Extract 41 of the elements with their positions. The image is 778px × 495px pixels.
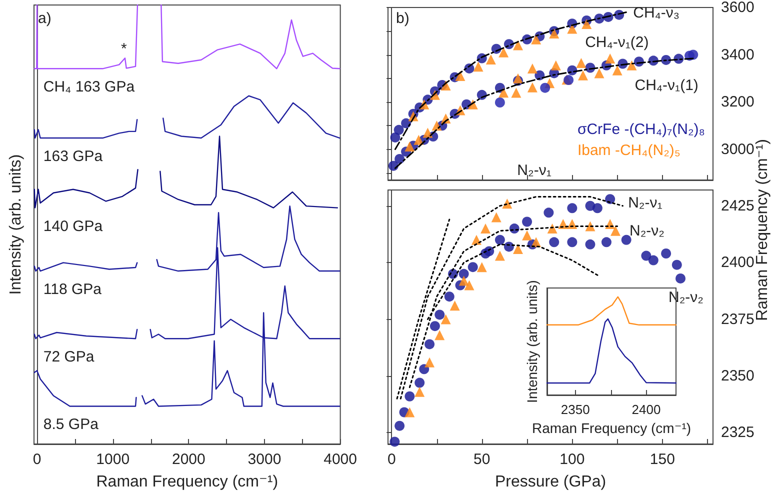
y-axis-title: Intensity (arb. units) bbox=[524, 280, 540, 403]
y-tick-label: 2425 bbox=[721, 197, 754, 214]
x-tick-label: 0 bbox=[32, 451, 42, 468]
y-tick-label: 3000 bbox=[721, 140, 754, 158]
y-tick-label: 2325 bbox=[721, 424, 754, 442]
x-tick-label: 1000 bbox=[96, 451, 130, 468]
x-tick-label: 100 bbox=[560, 451, 585, 468]
y-tick-label: 2375 bbox=[721, 310, 754, 328]
annotation: * bbox=[120, 40, 127, 58]
series-label: 8.5 GPa bbox=[43, 416, 100, 434]
series-label: 72 GPa bbox=[43, 348, 95, 366]
x-axis-title: Raman Frequency (cm⁻¹) bbox=[532, 420, 692, 436]
x-axis-title: Pressure (GPa) bbox=[494, 474, 606, 490]
annotation: N₂-ν₁ bbox=[628, 194, 662, 212]
series-label: CH₄ 163 GPa bbox=[43, 78, 136, 96]
y-axis-title: Raman Frequency (cm⁻¹) bbox=[754, 139, 772, 321]
annotation: a) bbox=[38, 10, 52, 27]
y-tick-label: 2400 bbox=[721, 254, 754, 272]
y-tick-label: 3400 bbox=[721, 46, 754, 64]
y-tick-label: 3600 bbox=[721, 0, 754, 16]
annotation: N₂-ν₁ bbox=[517, 162, 552, 180]
annotation: CH₄-ν₃ bbox=[633, 4, 680, 22]
series-label: 140 GPa bbox=[43, 218, 104, 235]
series-label: 118 GPa bbox=[43, 281, 102, 298]
x-tick-label: 50 bbox=[474, 451, 490, 468]
x-tick-label: 3000 bbox=[248, 451, 282, 468]
x-axis-title: Raman Frequency (cm⁻¹) bbox=[96, 474, 278, 490]
x-tick-label: 150 bbox=[650, 451, 675, 468]
annotation: CH₄-ν₁(2) bbox=[585, 34, 649, 52]
annotation: N₂-ν₂ bbox=[630, 222, 665, 240]
series-label: 163 GPa bbox=[43, 148, 104, 166]
y-tick-label: 2350 bbox=[721, 367, 754, 384]
x-tick-label: 4000 bbox=[324, 451, 358, 468]
text: Ibam -CH₄(N₂)₅ bbox=[577, 142, 680, 159]
y-tick-label: 3200 bbox=[721, 94, 754, 111]
x-tick-label: 0 bbox=[387, 451, 396, 468]
annotation: CH₄-ν₁(1) bbox=[634, 76, 698, 94]
annotation: b) bbox=[396, 10, 410, 27]
y-axis-title: Intensity (arb. units) bbox=[8, 154, 24, 295]
x-tick-label: 2000 bbox=[172, 451, 206, 468]
text: σCrFe -(CH₄)₇(N₂)₈ bbox=[577, 121, 706, 138]
